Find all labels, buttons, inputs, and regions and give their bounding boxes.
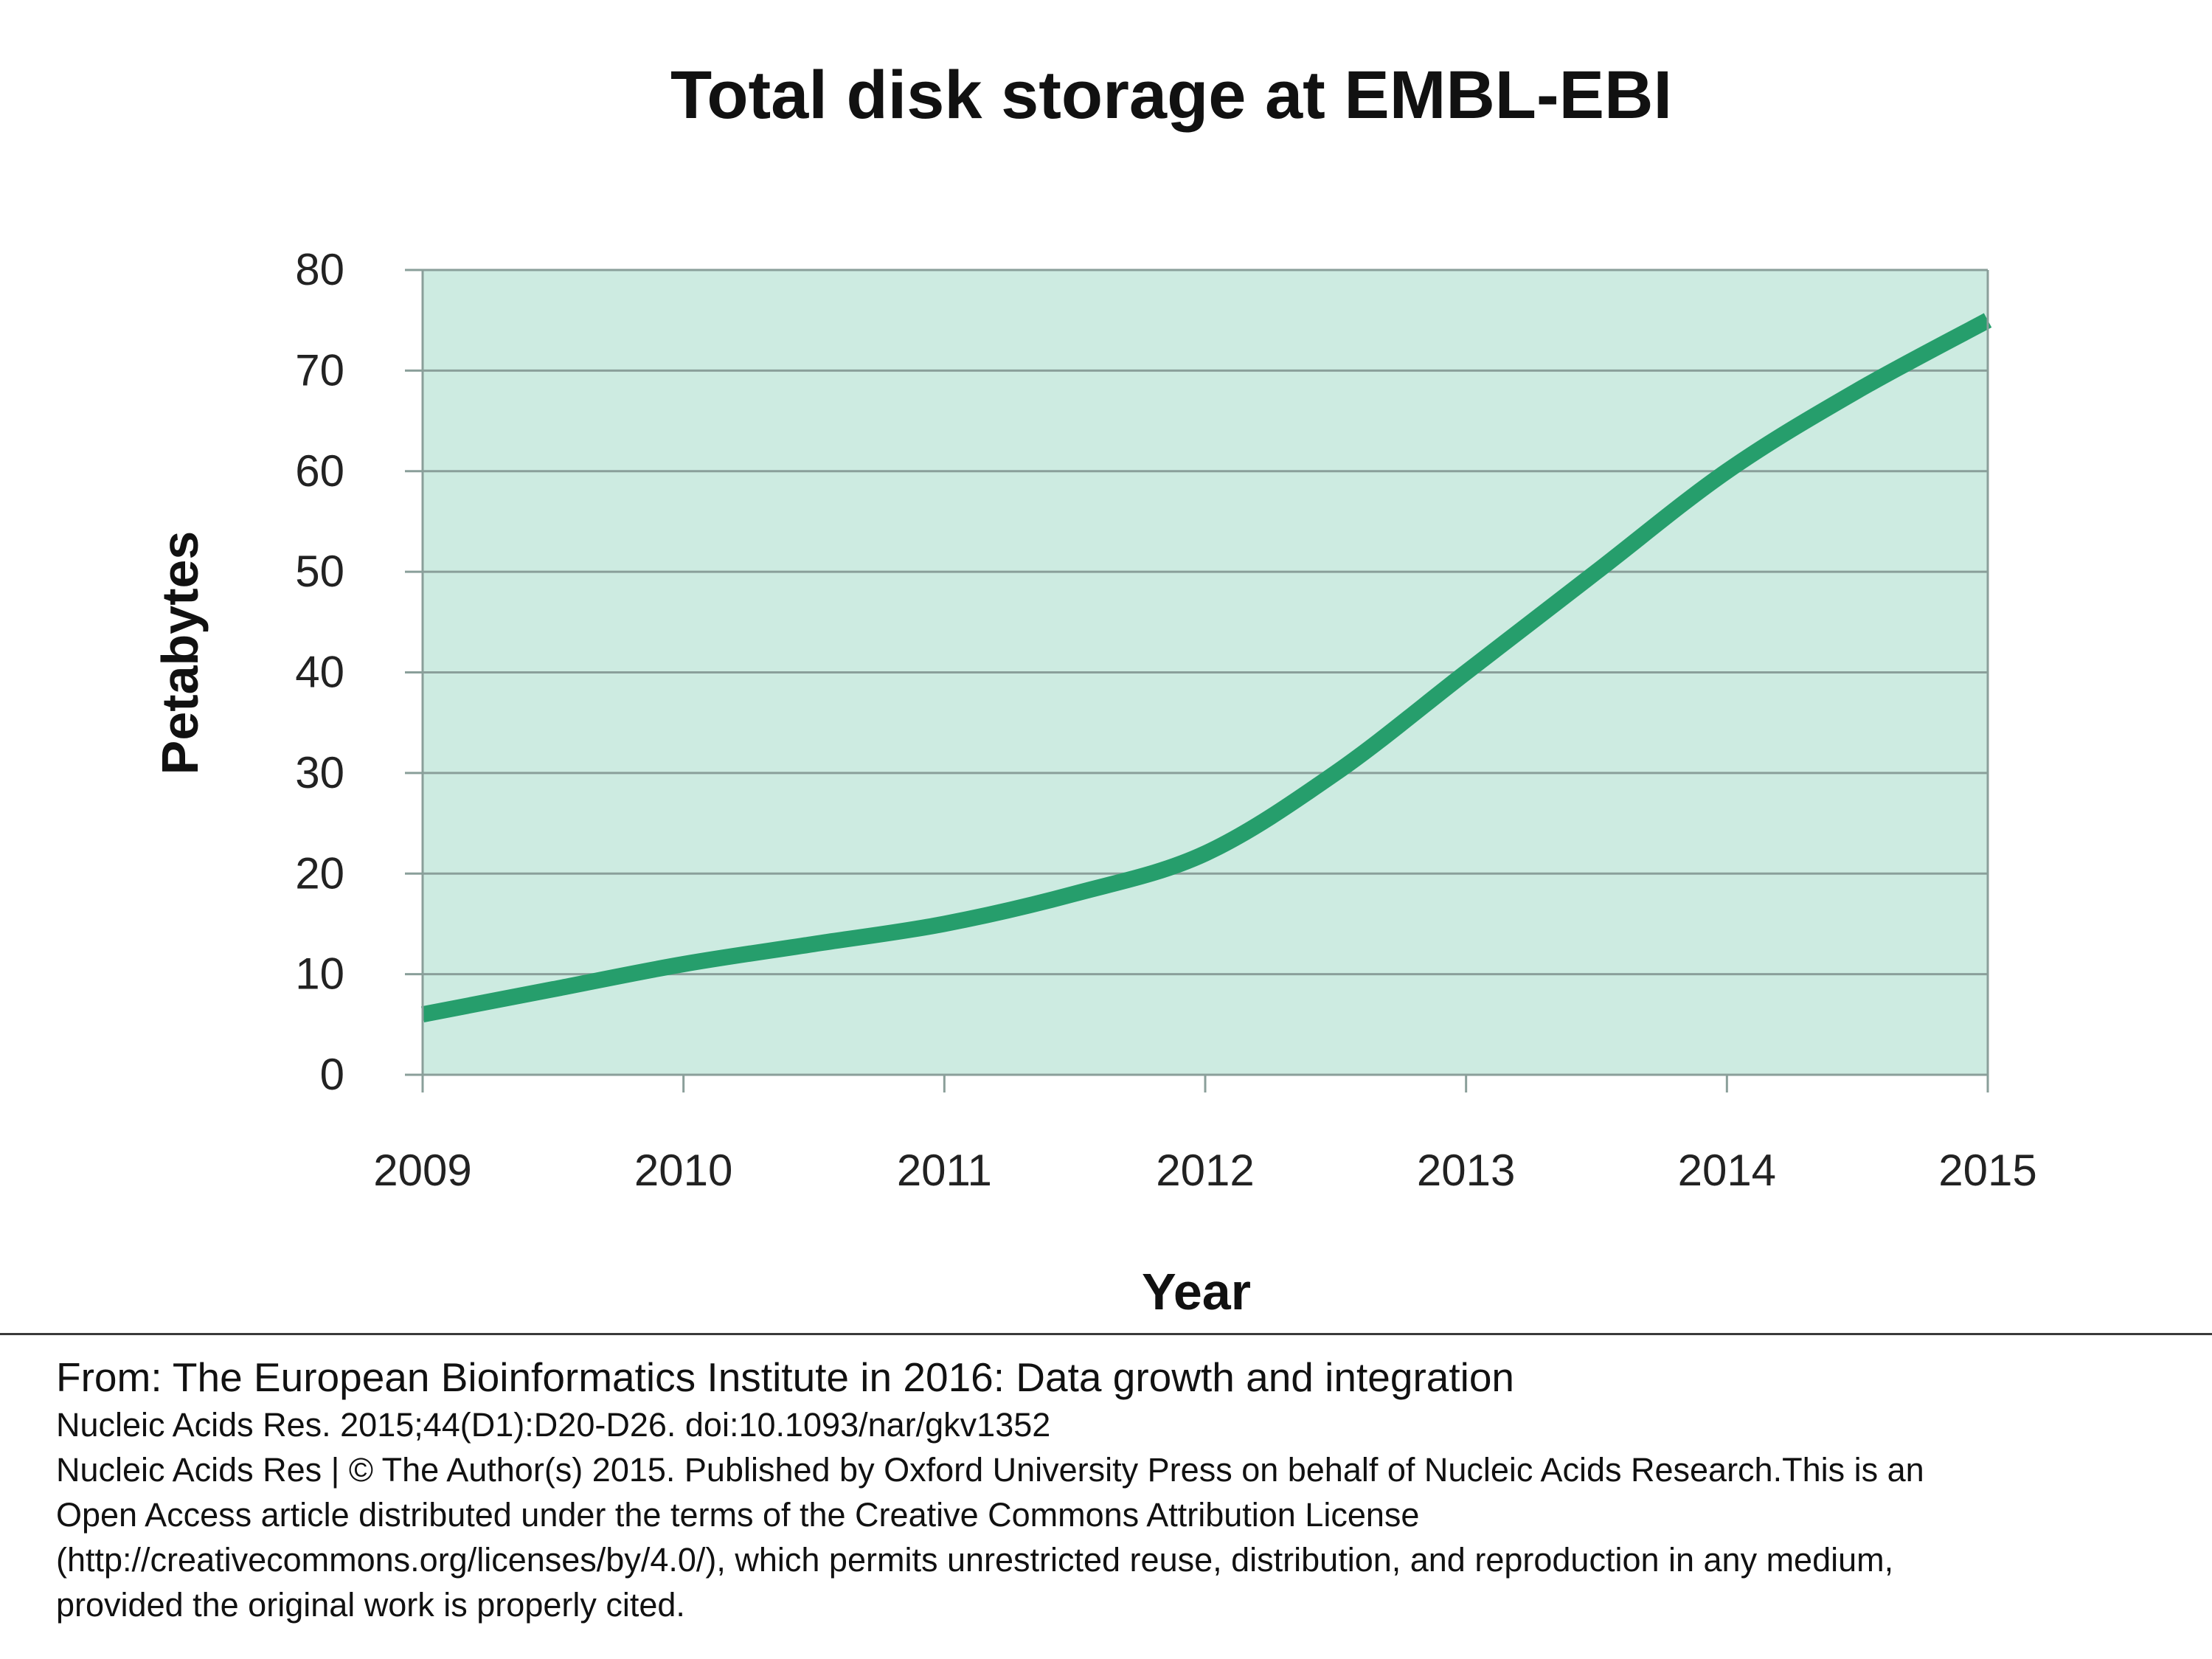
citation-journal: Nucleic Acids Res. 2015;44(D1):D20-D26. … (56, 1406, 1051, 1444)
x-tick-label: 2012 (1156, 1146, 1254, 1195)
data-point (1856, 390, 1858, 392)
data-point (1726, 471, 1727, 472)
chart-title: Total disk storage at EMBL-EBI (670, 58, 1672, 133)
citation-license-line: provided the original work is properly c… (56, 1586, 685, 1624)
data-point (552, 988, 554, 990)
citation-source-title: From: The European Bioinformatics Instit… (56, 1354, 1515, 1400)
citation-license-line: Open Access article distributed under th… (56, 1496, 1420, 1534)
x-tick-label: 2013 (1417, 1146, 1515, 1195)
x-tick-label: 2009 (373, 1146, 471, 1195)
data-point (683, 963, 684, 965)
y-tick-label: 70 (295, 345, 344, 395)
data-point (1074, 893, 1075, 895)
y-tick-label: 80 (295, 245, 344, 294)
data-point (1466, 672, 1467, 673)
y-tick-label: 10 (295, 949, 344, 999)
citation-license-line: (http://creativecommons.org/licenses/by/… (56, 1541, 1894, 1579)
x-tick-label: 2015 (1938, 1146, 2036, 1195)
y-tick-label: 30 (295, 748, 344, 797)
chart: Total disk storage at EMBL-EBI 0 10 20 30 40… (151, 58, 2037, 1320)
data-point (1596, 571, 1598, 572)
x-tick-label: 2011 (897, 1146, 992, 1195)
y-tick-label: 60 (295, 446, 344, 496)
citation-license-line: Nucleic Acids Res | © The Author(s) 2015… (56, 1451, 1924, 1489)
citation: From: The European Bioinformatics Instit… (56, 1352, 2166, 1627)
data-point (1204, 853, 1206, 854)
series-line (420, 313, 1992, 1023)
divider (0, 1333, 2212, 1335)
data-point (814, 943, 815, 945)
data-point (943, 923, 945, 924)
y-tick-label: 0 (320, 1050, 344, 1099)
x-tick-label: 2014 (1678, 1146, 1776, 1195)
y-tick-label: 50 (295, 547, 344, 596)
x-tick-label: 2010 (634, 1146, 732, 1195)
y-tick-label: 40 (295, 648, 344, 697)
y-tick-label: 20 (295, 848, 344, 898)
y-axis-label: Petabytes (151, 531, 209, 775)
x-axis-label: Year (1142, 1263, 1251, 1320)
data-point (1335, 772, 1336, 774)
